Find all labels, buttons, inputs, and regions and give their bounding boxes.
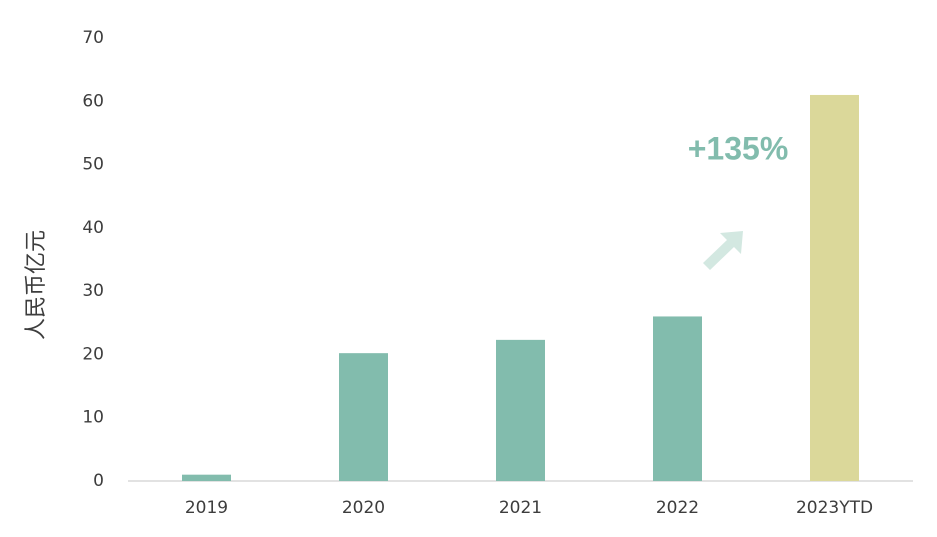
- x-tick-label: 2019: [185, 498, 228, 518]
- arrow: [703, 231, 743, 270]
- y-tick-label: 60: [82, 91, 104, 111]
- y-axis-label: 人民币亿元: [24, 230, 49, 340]
- y-tick-label: 70: [82, 28, 104, 48]
- bar: [182, 474, 231, 481]
- x-tick-label: 2023YTD: [796, 498, 873, 518]
- x-tick-label: 2021: [499, 498, 542, 518]
- bar: [496, 339, 545, 481]
- y-tick-label: 0: [93, 471, 104, 491]
- bar: [810, 94, 859, 481]
- y-tick-label: 50: [82, 155, 104, 175]
- y-tick-label: 40: [82, 218, 104, 238]
- annotation: +135%: [688, 130, 789, 166]
- x-tick-label: 2020: [342, 498, 385, 518]
- x-tick-label: 2022: [656, 498, 699, 518]
- y-tick-label: 30: [82, 281, 104, 301]
- y-tick-label: 10: [82, 408, 104, 428]
- bar: [339, 353, 388, 481]
- y-tick-label: 20: [82, 344, 104, 364]
- bar: [653, 316, 702, 481]
